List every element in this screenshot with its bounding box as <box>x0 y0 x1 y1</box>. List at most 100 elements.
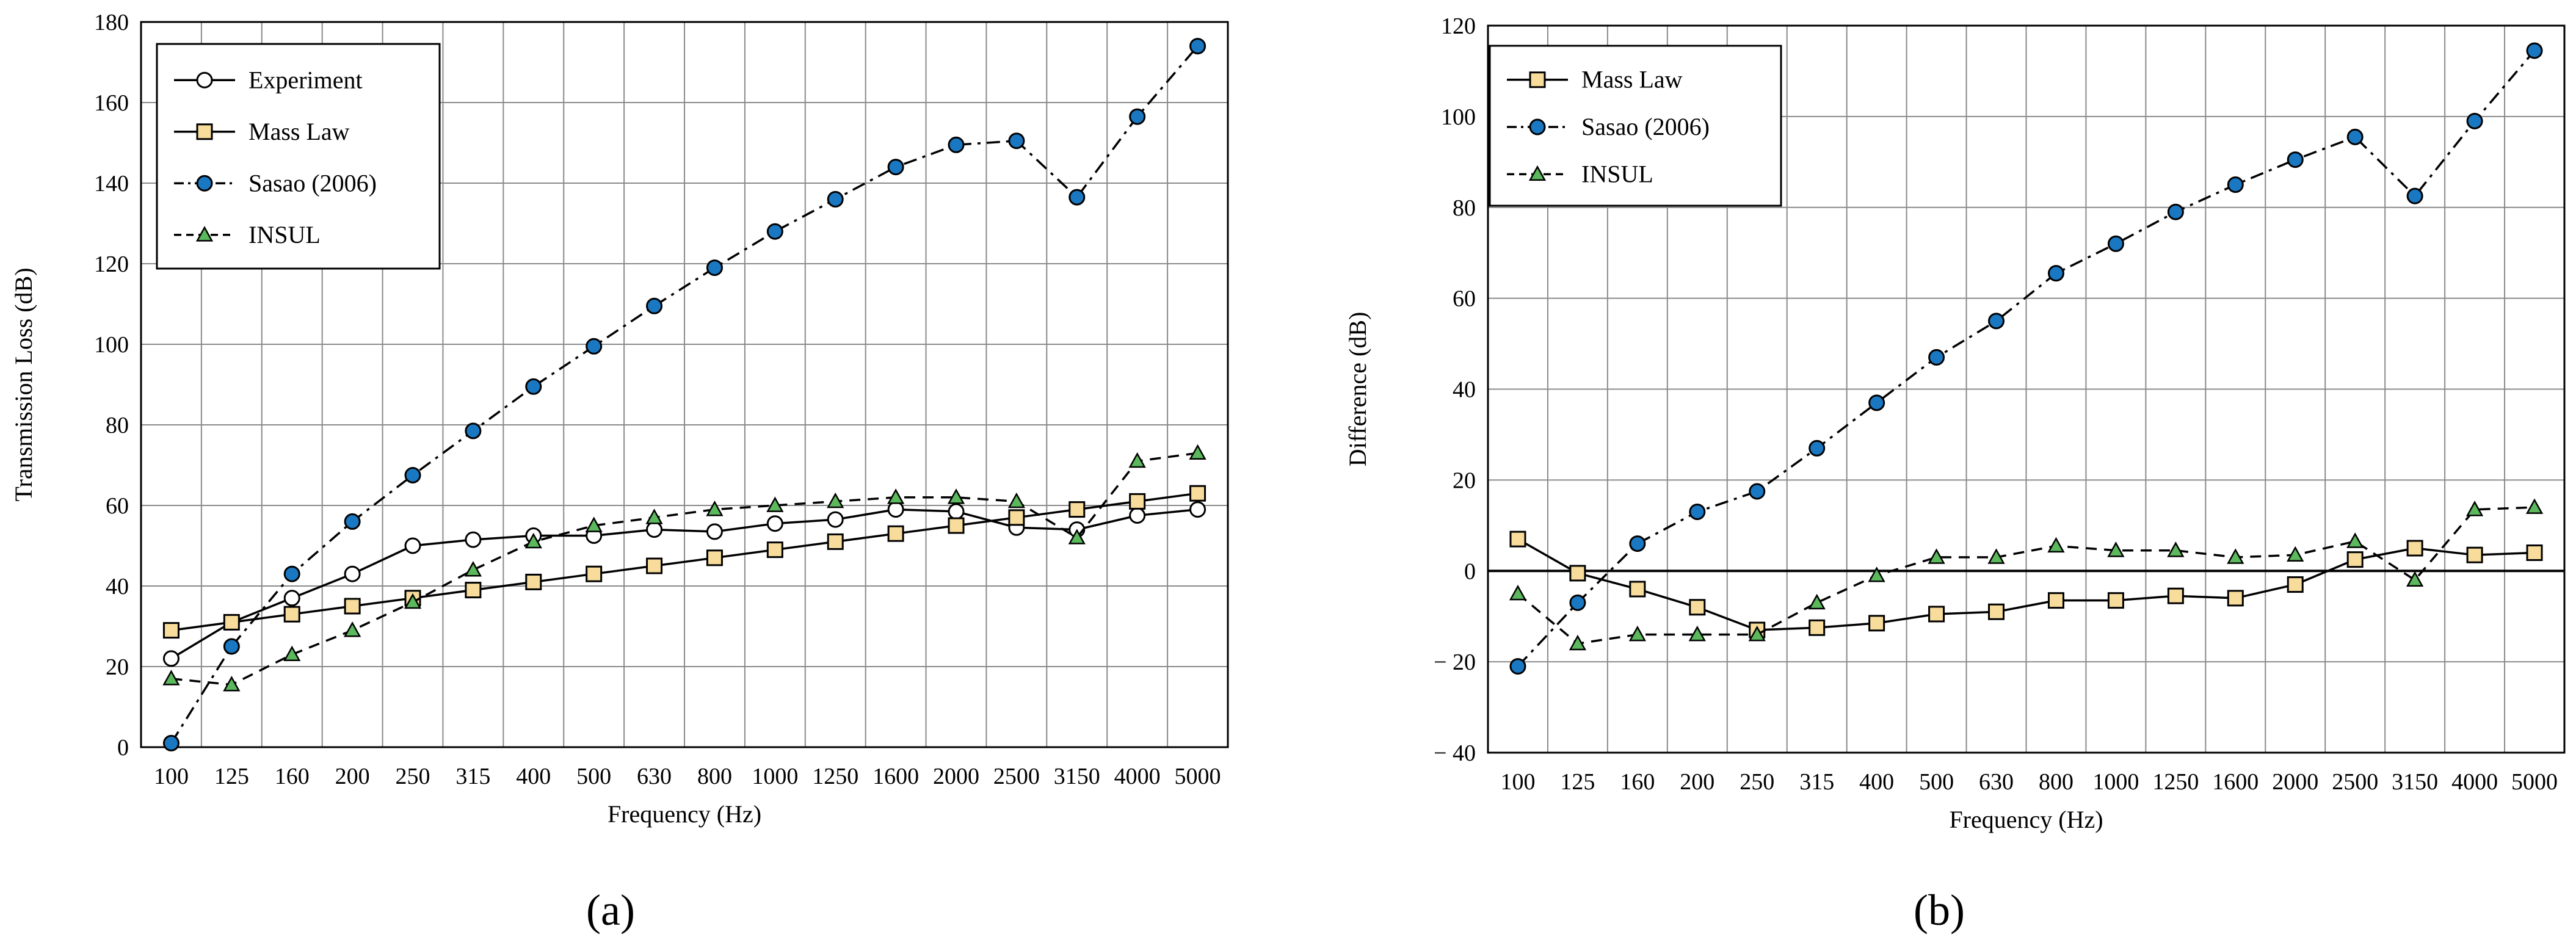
x-tick-label: 125 <box>214 764 249 789</box>
data-point <box>2107 541 2125 557</box>
data-point <box>1868 615 1885 632</box>
series-mass-law <box>1509 530 2543 639</box>
data-point <box>404 537 421 554</box>
data-point <box>1629 581 1646 598</box>
y-tick-label: 100 <box>94 332 129 358</box>
data-point <box>947 488 965 504</box>
data-point <box>2227 176 2244 194</box>
legend-swatch-marker <box>196 71 213 89</box>
data-point <box>887 488 905 504</box>
x-tick-label: 500 <box>576 764 611 789</box>
data-point <box>162 622 180 639</box>
y-tick-label: 0 <box>1464 559 1476 584</box>
x-tick-label: 500 <box>1919 769 1954 795</box>
data-point <box>586 338 603 355</box>
y-tick-label: 20 <box>106 654 129 680</box>
data-point <box>283 606 300 623</box>
legend-label: INSUL <box>1581 160 1653 187</box>
legend-swatch-marker <box>1529 118 1546 136</box>
y-tick-label: 40 <box>1453 377 1476 403</box>
x-tick-label: 315 <box>1799 769 1834 795</box>
y-tick-label: 180 <box>94 10 129 35</box>
data-point <box>1928 606 1945 623</box>
data-point <box>2406 187 2423 204</box>
x-tick-label: 3150 <box>2392 769 2438 795</box>
x-tick-label: 100 <box>154 764 189 789</box>
data-point <box>1007 492 1026 508</box>
y-tick-label: 140 <box>94 171 129 197</box>
data-point <box>2107 235 2124 252</box>
data-point <box>223 676 241 692</box>
data-point <box>2167 203 2184 220</box>
x-tick-label: 1000 <box>752 764 798 789</box>
x-tick-label: 250 <box>396 764 430 789</box>
data-point <box>1128 452 1146 468</box>
data-point <box>2227 548 2244 564</box>
data-point <box>1808 593 1826 610</box>
legend-item: INSUL <box>1507 160 1653 187</box>
x-axis-title: Frequency (Hz) <box>608 800 761 828</box>
series-line <box>170 508 1198 660</box>
data-point <box>586 565 603 582</box>
data-point <box>1809 440 1826 457</box>
x-tick-label: 5000 <box>2511 769 2558 795</box>
legend-swatch-marker <box>1529 71 1546 89</box>
data-point <box>2466 112 2483 129</box>
y-tick-label: 120 <box>1441 13 1476 39</box>
data-point <box>887 159 904 176</box>
data-point <box>1928 349 1945 366</box>
data-point <box>223 638 240 655</box>
data-point <box>645 508 663 524</box>
data-point <box>223 613 240 631</box>
data-point <box>1689 503 1706 520</box>
legend: Mass Law Sasao (2006) INSUL <box>1489 45 1782 207</box>
data-point <box>1928 548 1945 564</box>
data-point <box>404 593 422 609</box>
data-point <box>404 467 421 483</box>
data-point <box>1068 189 1086 206</box>
series-sasao-2006 <box>162 38 1206 751</box>
legend-item: Mass Law <box>1507 66 1683 93</box>
x-tick-label: 630 <box>1979 769 2014 795</box>
data-point <box>344 598 361 615</box>
data-point <box>1129 507 1146 524</box>
y-tick-label: 60 <box>106 493 129 519</box>
data-point <box>827 511 844 528</box>
data-point <box>1628 625 1646 642</box>
data-point <box>827 492 844 508</box>
data-point <box>1629 535 1646 552</box>
x-axis-title: Frequency (Hz) <box>1949 806 2103 833</box>
data-point <box>766 515 783 532</box>
data-point <box>1189 485 1206 502</box>
data-point <box>162 670 180 686</box>
legend-swatch-marker <box>1528 165 1547 181</box>
data-point <box>887 525 904 542</box>
data-point <box>1569 634 1587 651</box>
data-point <box>465 422 482 440</box>
y-tick-label: 160 <box>94 90 129 116</box>
series-insul <box>162 444 1206 692</box>
y-tick-label: 80 <box>1453 195 1476 221</box>
chart-panel-b: − 40 − 20 0 20 40 60 80 100 120 100 125 160 200 250 31… <box>1344 13 2566 935</box>
series-line <box>1517 538 2535 631</box>
series-insul <box>1509 498 2544 651</box>
data-point <box>2466 546 2483 563</box>
data-point <box>283 590 300 607</box>
chart-panel-a: 0 20 40 60 80 100 120 140 160 180 100 125 160 200 250 3… <box>10 10 1229 935</box>
x-tick-label: 400 <box>1859 769 1894 795</box>
data-point <box>2107 592 2124 609</box>
data-point <box>2167 587 2184 604</box>
data-point <box>2465 501 2484 516</box>
data-point <box>2227 590 2244 607</box>
y-tick-label: − 40 <box>1434 740 1476 766</box>
data-point <box>1189 444 1206 460</box>
data-point <box>2346 551 2364 568</box>
x-tick-label: 3150 <box>1054 764 1100 789</box>
x-tick-label: 2500 <box>993 764 1040 789</box>
data-point <box>1987 548 2005 564</box>
data-point <box>948 136 965 153</box>
x-tick-label: 800 <box>697 764 732 789</box>
x-tick-label: 315 <box>455 764 490 789</box>
data-point <box>1008 132 1025 150</box>
